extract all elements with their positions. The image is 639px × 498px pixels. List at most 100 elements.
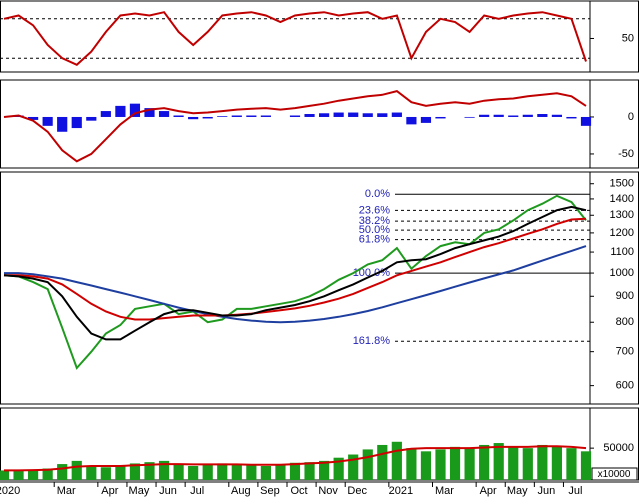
bar [493,114,504,117]
bar [260,115,271,117]
y-tick-label: 1000 [610,267,634,279]
x-tick-label: Jun [159,485,177,497]
bar [144,462,155,480]
series-line [4,445,587,472]
bar [304,462,315,480]
bar [0,470,10,480]
x-tick-label: Jul [190,485,204,497]
x-tick-label: Mar [435,485,454,497]
bar [348,454,359,480]
bar [28,116,39,120]
bar [173,464,184,480]
y-tick-label: 800 [616,316,634,328]
bar [246,465,257,480]
bar [348,112,359,117]
bar [333,112,344,117]
bar [391,441,402,480]
bar [420,451,432,480]
x-tick-label: Apr [480,485,497,497]
bar [406,448,417,480]
bar [158,111,170,117]
bar [42,116,53,126]
y-tick-label: 1500 [610,178,634,190]
bar [71,116,82,129]
x-tick-label: Aug [231,485,251,497]
bar [13,471,24,480]
x-tick-label: Apr [101,485,118,497]
series-line [3,194,587,370]
bar [537,444,548,480]
bar [188,465,199,480]
bar [377,444,388,480]
series-line [3,11,587,66]
bar [275,464,286,480]
bar [115,465,126,480]
x-tick-label: 2021 [389,485,413,497]
bar [71,460,82,480]
y-tick-label: 0 [628,111,634,123]
bar [42,468,53,480]
series-line [4,245,587,324]
bar [406,116,417,125]
bar [508,115,519,117]
bar [217,116,228,117]
bar [362,449,373,480]
bar [435,449,446,480]
fib-label: 161.8% [353,335,391,347]
x-tick-label: Mar [57,485,76,497]
bar [580,451,592,480]
bar [449,446,461,480]
bar [522,448,533,480]
y-tick-label: 1300 [610,209,634,221]
bar [551,114,562,117]
x-tick-label: 2020 [0,485,20,497]
bar [537,114,548,117]
x-tick-label: May [129,485,150,497]
unit-label: x10000 [598,469,631,480]
bar [231,464,242,480]
panel-frame [0,79,639,169]
bar [202,116,213,119]
y-tick-label: 700 [616,346,634,358]
series-line [3,90,587,163]
bar [86,465,97,480]
bar [391,112,402,117]
bar [158,460,170,480]
y-tick-label: 50000 [603,442,634,454]
x-tick-label: Dec [347,485,367,497]
x-tick-label: Sep [260,485,280,497]
fib-label: 50.0% [359,224,390,236]
bar [57,116,68,132]
bar [551,446,562,480]
bar [57,464,68,480]
bar [464,116,475,118]
bar [289,115,301,117]
y-tick-label: 1100 [610,246,634,258]
bar [319,113,330,117]
bar [144,108,155,117]
bar [333,457,344,480]
bar [202,464,213,480]
bar [479,114,490,117]
bar [260,465,271,480]
y-tick-label: 50 [622,32,634,44]
y-tick-label: 600 [616,380,634,392]
bar [566,116,577,119]
bar [100,467,111,480]
bar [304,114,315,117]
x-tick-label: Jul [568,485,582,497]
bar [435,116,446,119]
bar [522,114,533,117]
y-tick-label: -50 [618,148,634,160]
fib-label: 38.2% [359,215,390,227]
bar [479,444,490,480]
bar [566,448,577,480]
bar [246,115,257,117]
fib-label: 61.8% [359,234,390,246]
bar [289,462,301,480]
bar [129,463,141,480]
x-tick-label: Nov [318,485,338,497]
bar [580,116,592,126]
x-tick-label: May [507,485,528,497]
